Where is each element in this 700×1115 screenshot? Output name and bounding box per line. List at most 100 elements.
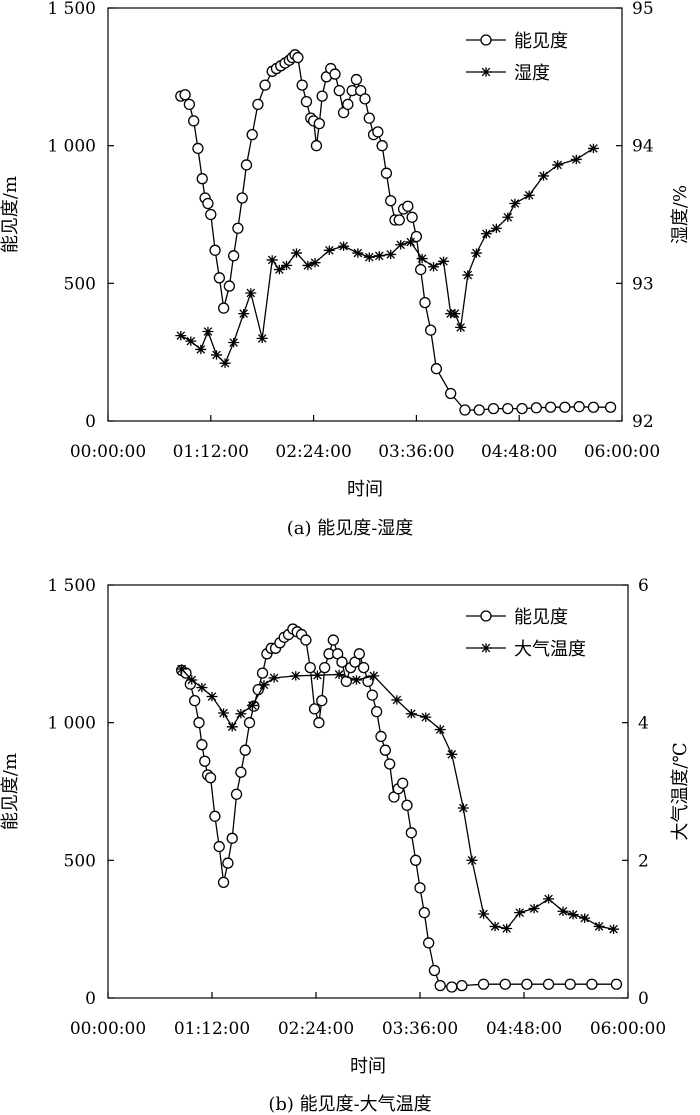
circle-marker <box>358 661 370 674</box>
circle-marker <box>222 857 234 869</box>
circle-marker <box>304 661 316 674</box>
y2-tick-label: 94 <box>632 137 654 157</box>
series-大气温度 <box>176 664 620 934</box>
circle-marker <box>587 401 600 413</box>
asterisk-marker <box>462 270 474 280</box>
asterisk-marker <box>196 682 208 693</box>
circle-marker <box>410 854 422 866</box>
circle-marker <box>430 363 443 375</box>
asterisk-marker <box>268 673 280 683</box>
asterisk-marker <box>449 308 461 319</box>
circle-marker <box>316 90 328 102</box>
y2-tick-label: 0 <box>638 989 649 1009</box>
asterisk-marker <box>405 709 417 719</box>
circle-marker <box>192 142 204 155</box>
circle-marker <box>227 250 240 262</box>
circle-marker <box>300 634 312 646</box>
asterisk-marker <box>350 675 362 685</box>
asterisk-marker <box>195 344 207 355</box>
circle-marker <box>425 324 437 336</box>
circle-marker <box>292 51 304 64</box>
asterisk-marker <box>416 253 428 264</box>
circle-marker <box>252 98 264 111</box>
asterisk-marker <box>323 245 335 255</box>
asterisk-marker <box>302 260 314 271</box>
circle-marker <box>402 200 414 212</box>
circle-marker <box>226 832 238 844</box>
circle-marker <box>217 302 230 314</box>
circle-marker <box>418 906 430 919</box>
circle-marker <box>564 978 576 990</box>
circle-marker <box>604 401 617 413</box>
circle-marker <box>342 98 354 111</box>
circle-marker <box>380 167 393 179</box>
x-tick-label: 04:48:00 <box>486 1019 562 1039</box>
circle-marker <box>480 610 492 622</box>
x-axis-title: 时间 <box>350 1056 386 1077</box>
asterisk-marker <box>428 262 440 272</box>
circle-marker <box>196 173 208 185</box>
asterisk-marker <box>587 143 599 154</box>
circle-marker <box>256 667 269 679</box>
circle-marker <box>199 755 211 767</box>
circle-marker <box>300 95 313 108</box>
asterisk-marker <box>490 223 502 233</box>
asterisk-marker <box>478 909 490 919</box>
asterisk-marker <box>266 255 278 265</box>
y-tick-label: 500 <box>64 851 96 871</box>
circle-marker <box>213 272 226 284</box>
circle-marker <box>189 694 201 707</box>
circle-marker <box>385 195 397 207</box>
circle-marker <box>353 648 365 660</box>
circle-marker <box>375 730 387 743</box>
y2-tick-label: 93 <box>632 274 654 294</box>
asterisk-marker <box>455 322 467 333</box>
asterisk-marker <box>238 308 250 319</box>
x-tick-label: 03:36:00 <box>382 1019 458 1039</box>
circle-marker <box>405 827 417 839</box>
plot-frame <box>107 584 629 999</box>
asterisk-marker <box>608 924 620 934</box>
asterisk-marker <box>185 336 197 346</box>
y2-tick-label: 4 <box>638 714 649 734</box>
circle-marker <box>610 978 623 990</box>
circle-marker <box>419 296 431 309</box>
asterisk-marker <box>446 749 458 760</box>
circle-marker <box>371 706 383 718</box>
circle-marker <box>477 978 490 990</box>
circle-marker <box>296 79 308 91</box>
circle-marker <box>393 214 405 226</box>
circle-marker <box>586 978 598 990</box>
asterisk-marker <box>175 330 187 341</box>
circle-marker <box>379 744 391 756</box>
circle-marker <box>319 661 331 674</box>
circle-marker <box>333 84 345 97</box>
asterisk-marker <box>256 333 268 344</box>
circle-marker <box>193 717 205 729</box>
asterisk-marker <box>258 680 270 690</box>
circle-marker <box>336 656 348 668</box>
plot-frame <box>107 7 623 422</box>
asterisk-marker <box>420 712 432 722</box>
y2-tick-label: 92 <box>632 412 654 432</box>
circle-marker <box>456 979 468 992</box>
y-tick-label: 1 000 <box>47 137 96 157</box>
y-tick-label: 0 <box>85 412 96 432</box>
asterisk-marker <box>557 906 569 916</box>
asterisk-marker <box>480 229 492 239</box>
circle-marker <box>434 979 446 992</box>
asterisk-marker <box>528 903 540 914</box>
circle-marker <box>179 89 191 101</box>
asterisk-marker <box>434 724 446 735</box>
asterisk-marker <box>202 326 214 337</box>
circle-marker <box>363 112 375 124</box>
circle-marker <box>350 73 363 86</box>
asterisk-marker <box>235 709 247 719</box>
x-tick-label: 00:00:00 <box>70 442 146 462</box>
circle-marker <box>240 159 253 171</box>
series-湿度 <box>175 143 599 368</box>
asterisk-marker <box>593 921 605 932</box>
asterisk-marker <box>567 910 579 920</box>
asterisk-marker <box>395 240 407 250</box>
